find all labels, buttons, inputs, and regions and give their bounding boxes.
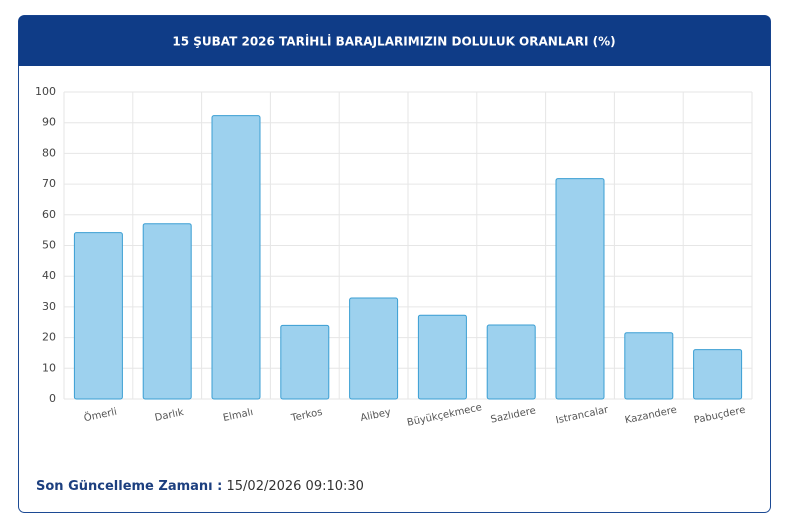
- y-tick-label: 0: [49, 392, 56, 405]
- bar: [142, 223, 192, 400]
- bar: [693, 349, 743, 400]
- y-tick-label: 10: [42, 361, 56, 374]
- y-tick-label: 20: [42, 331, 56, 344]
- footer-value: 15/02/2026 09:10:30: [227, 479, 364, 494]
- y-tick-label: 70: [42, 177, 56, 190]
- chart-title: 15 ŞUBAT 2026 TARİHLİ BARAJLARIMIZIN DOL…: [172, 34, 615, 49]
- y-tick-label: 30: [42, 300, 56, 313]
- card-header: [18, 15, 771, 66]
- footer: Son Güncelleme Zamanı : 15/02/2026 09:10…: [36, 479, 364, 494]
- bar: [624, 332, 674, 400]
- y-tick-label: 100: [35, 85, 56, 98]
- bar: [555, 178, 605, 400]
- bar: [211, 115, 261, 400]
- y-tick-label: 90: [42, 116, 56, 129]
- bar: [486, 324, 536, 400]
- footer-label: Son Güncelleme Zamanı :: [36, 479, 222, 494]
- bar: [73, 232, 123, 400]
- y-tick-label: 60: [42, 208, 56, 221]
- y-tick-label: 50: [42, 239, 56, 252]
- y-tick-label: 80: [42, 146, 56, 159]
- bar: [417, 314, 467, 400]
- y-tick-label: 40: [42, 269, 56, 282]
- bar: [280, 324, 330, 400]
- card: [18, 15, 771, 513]
- bar: [349, 297, 399, 400]
